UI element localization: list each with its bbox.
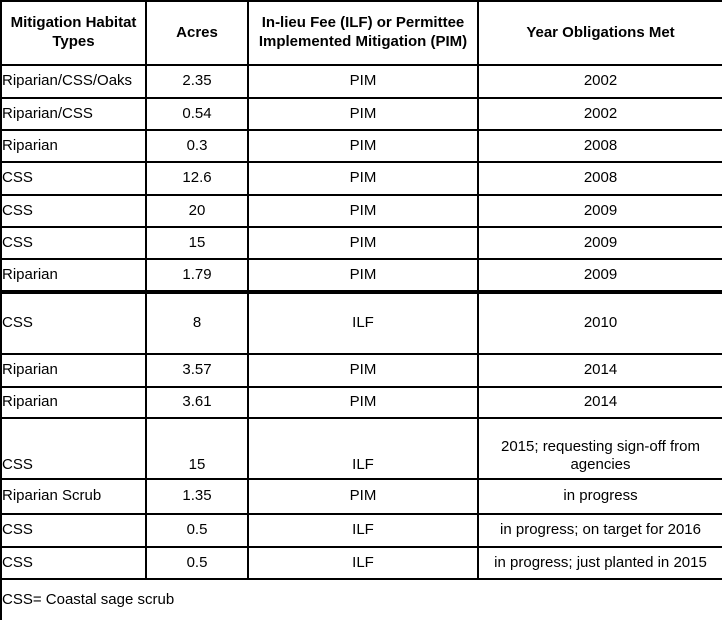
year-cell: 2002 bbox=[477, 64, 722, 99]
year-cell: in progress bbox=[477, 478, 722, 515]
mechanism-cell: PIM bbox=[247, 478, 479, 515]
year-cell: 2008 bbox=[477, 161, 722, 196]
acres-cell: 0.54 bbox=[145, 97, 249, 131]
habitat-cell: CSS bbox=[0, 226, 147, 260]
acres-cell: 8 bbox=[145, 290, 249, 355]
habitat-cell: Riparian bbox=[0, 353, 147, 388]
table-row: Riparian Scrub 1.35 PIM in progress bbox=[0, 478, 722, 515]
table-row: CSS 15 ILF 2015; requesting sign-off fro… bbox=[0, 417, 722, 480]
mechanism-cell: PIM bbox=[247, 161, 479, 196]
table-row: Riparian 3.61 PIM 2014 bbox=[0, 386, 722, 419]
table-header: Mitigation Habitat Types Acres In-lieu F… bbox=[0, 0, 722, 66]
table-row: Riparian 0.3 PIM 2008 bbox=[0, 129, 722, 163]
mechanism-cell: PIM bbox=[247, 129, 479, 163]
acres-cell: 0.5 bbox=[145, 546, 249, 580]
acres-cell: 3.61 bbox=[145, 386, 249, 419]
habitat-cell: Riparian/CSS bbox=[0, 97, 147, 131]
year-cell: 2015; requesting sign-off from agencies bbox=[477, 417, 722, 480]
mechanism-cell: PIM bbox=[247, 386, 479, 419]
habitat-cell: CSS bbox=[0, 417, 147, 480]
acres-cell: 1.79 bbox=[145, 258, 249, 293]
year-cell: 2009 bbox=[477, 258, 722, 293]
acres-cell: 2.35 bbox=[145, 64, 249, 99]
year-cell: 2009 bbox=[477, 226, 722, 260]
mechanism-cell: PIM bbox=[247, 226, 479, 260]
header-row: Mitigation Habitat Types Acres In-lieu F… bbox=[0, 0, 722, 66]
column-header-year: Year Obligations Met bbox=[477, 0, 722, 66]
acres-cell: 0.3 bbox=[145, 129, 249, 163]
year-cell: 2010 bbox=[477, 290, 722, 355]
column-header-habitat: Mitigation Habitat Types bbox=[0, 0, 147, 66]
mechanism-cell: PIM bbox=[247, 258, 479, 293]
mechanism-cell: PIM bbox=[247, 64, 479, 99]
habitat-cell: Riparian bbox=[0, 386, 147, 419]
table-row: Riparian 1.79 PIM 2009 bbox=[0, 258, 722, 293]
mechanism-cell: PIM bbox=[247, 194, 479, 228]
mechanism-cell: ILF bbox=[247, 290, 479, 355]
table-row: CSS 20 PIM 2009 bbox=[0, 194, 722, 228]
acres-cell: 1.35 bbox=[145, 478, 249, 515]
acres-cell: 3.57 bbox=[145, 353, 249, 388]
table-row: Riparian 3.57 PIM 2014 bbox=[0, 353, 722, 388]
column-header-acres: Acres bbox=[145, 0, 249, 66]
footnote-row: CSS= Coastal sage scrub bbox=[0, 578, 722, 620]
mechanism-cell: PIM bbox=[247, 97, 479, 131]
habitat-cell: Riparian Scrub bbox=[0, 478, 147, 515]
mechanism-cell: PIM bbox=[247, 353, 479, 388]
habitat-cell: Riparian bbox=[0, 258, 147, 293]
table-row: Riparian/CSS/Oaks 2.35 PIM 2002 bbox=[0, 64, 722, 99]
year-cell: in progress; on target for 2016 bbox=[477, 513, 722, 548]
mechanism-cell: ILF bbox=[247, 546, 479, 580]
year-cell: 2008 bbox=[477, 129, 722, 163]
year-cell: in progress; just planted in 2015 bbox=[477, 546, 722, 580]
mechanism-cell: ILF bbox=[247, 513, 479, 548]
habitat-cell: CSS bbox=[0, 513, 147, 548]
habitat-cell: Riparian/CSS/Oaks bbox=[0, 64, 147, 99]
habitat-cell: CSS bbox=[0, 161, 147, 196]
acres-cell: 12.6 bbox=[145, 161, 249, 196]
year-cell: 2014 bbox=[477, 353, 722, 388]
acres-cell: 0.5 bbox=[145, 513, 249, 548]
year-cell: 2014 bbox=[477, 386, 722, 419]
table-row: CSS 15 PIM 2009 bbox=[0, 226, 722, 260]
acres-cell: 20 bbox=[145, 194, 249, 228]
table-row: CSS 0.5 ILF in progress; just planted in… bbox=[0, 546, 722, 580]
year-cell: 2002 bbox=[477, 97, 722, 131]
year-cell: 2009 bbox=[477, 194, 722, 228]
habitat-cell: CSS bbox=[0, 546, 147, 580]
table-body: Riparian/CSS/Oaks 2.35 PIM 2002 Riparian… bbox=[0, 64, 722, 620]
acres-cell: 15 bbox=[145, 417, 249, 480]
habitat-cell: Riparian bbox=[0, 129, 147, 163]
table-row: Riparian/CSS 0.54 PIM 2002 bbox=[0, 97, 722, 131]
table-row: CSS 8 ILF 2010 bbox=[0, 290, 722, 355]
acres-cell: 15 bbox=[145, 226, 249, 260]
column-header-mechanism: In-lieu Fee (ILF) or Permittee Implement… bbox=[247, 0, 479, 66]
habitat-cell: CSS bbox=[0, 194, 147, 228]
table-row: CSS 0.5 ILF in progress; on target for 2… bbox=[0, 513, 722, 548]
table-footnote: CSS= Coastal sage scrub bbox=[0, 578, 722, 620]
habitat-cell: CSS bbox=[0, 290, 147, 355]
table-row: CSS 12.6 PIM 2008 bbox=[0, 161, 722, 196]
mechanism-cell: ILF bbox=[247, 417, 479, 480]
